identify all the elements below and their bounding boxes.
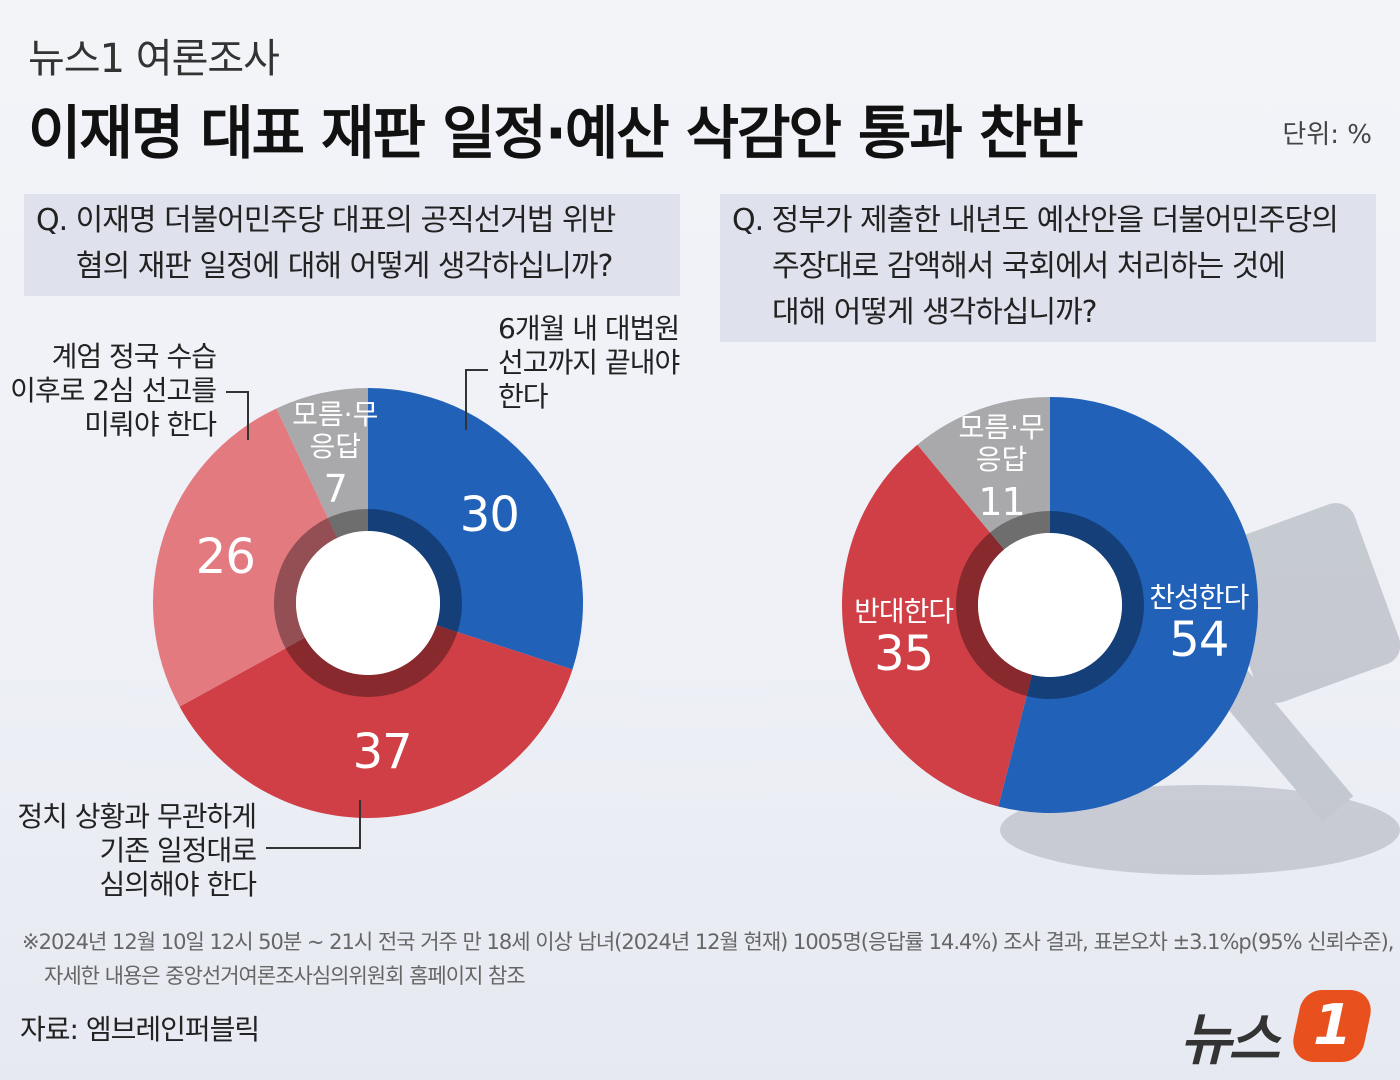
donut-inner-ring xyxy=(956,511,1144,699)
slice-category: 찬성한다 xyxy=(1149,580,1249,614)
question-1: Q. 이재명 더불어민주당 대표의 공직선거법 위반 혐의 재판 일정에 대해 … xyxy=(24,194,680,296)
gavel-illustration xyxy=(1000,503,1400,875)
logo-text: 뉴스 xyxy=(1180,1008,1280,1073)
donut-slice xyxy=(179,625,573,818)
question-2-line: 대해 어떻게 생각하십니까? xyxy=(772,295,1098,330)
donut-slice xyxy=(368,388,584,670)
slice-category: 모름·무응답 xyxy=(292,397,379,463)
label-line: 심의해야 한다 xyxy=(99,868,257,901)
label-line: 계엄 정국 수습 xyxy=(51,340,217,373)
question-2-line: Q. 정부가 제출한 내년도 예산안을 더불어민주당의 xyxy=(732,203,1339,238)
label-line: 이후로 2심 선고를 xyxy=(10,374,217,407)
footnote: 자세한 내용은 중앙선거여론조사심의위원회 홈페이지 참조 xyxy=(44,964,526,988)
label-line: 한다 xyxy=(498,380,549,413)
slice-value: 54 xyxy=(1169,611,1229,668)
slice-category: 모름·무응답 xyxy=(958,411,1045,477)
slice-label-37: 정치 상황과 무관하게 기존 일정대로 심의해야 한다 xyxy=(17,800,257,902)
slice-value: 37 xyxy=(352,724,413,781)
slice-value-label: 반대한다 35 xyxy=(854,594,954,682)
footnote: ※2024년 12월 10일 12시 50분 ~ 21시 전국 거주 만 18세… xyxy=(22,930,1394,954)
slice-value-label: 30 xyxy=(459,486,520,543)
question-2: Q. 정부가 제출한 내년도 예산안을 더불어민주당의 주장대로 감액해서 국회… xyxy=(720,194,1376,342)
donut-hole xyxy=(978,533,1122,677)
donut-inner-ring xyxy=(274,509,462,697)
source: 자료: 엠브레인퍼블릭 xyxy=(20,1013,260,1046)
label-line: 선고까지 끝내야 xyxy=(498,346,680,379)
slice-label-26: 계엄 정국 수습 이후로 2심 선고를 미뤄야 한다 xyxy=(10,340,217,442)
slice-value-label: 찬성한다 54 xyxy=(1149,580,1249,668)
slice-value: 7 xyxy=(323,466,348,511)
kicker: 뉴스1 여론조사 xyxy=(28,36,280,82)
leader-line-30 xyxy=(465,369,488,430)
question-1-line: 혐의 재판 일정에 대해 어떻게 생각하십니까? xyxy=(76,249,613,284)
question-1-line: Q. 이재명 더불어민주당 대표의 공직선거법 위반 xyxy=(36,203,616,238)
slice-value-label: 26 xyxy=(195,528,256,585)
slice-value-label: 37 xyxy=(352,724,413,781)
donut-slice xyxy=(152,408,338,707)
slice-label-30: 6개월 내 대법원 선고까지 끝내야 한다 xyxy=(498,312,680,414)
donut-slice xyxy=(842,444,1033,807)
label-line: 6개월 내 대법원 xyxy=(498,312,680,345)
donut-slice xyxy=(276,388,368,538)
slice-category: 반대한다 xyxy=(854,594,954,628)
label-line: 정치 상황과 무관하게 xyxy=(17,800,257,833)
slice-value: 26 xyxy=(195,528,256,585)
slice-value: 35 xyxy=(874,625,934,682)
donut-hole xyxy=(296,531,440,675)
slice-value-label: 모름·무응답 7 xyxy=(292,397,379,515)
donut-slice xyxy=(917,397,1050,550)
question-2-line: 주장대로 감액해서 국회에서 처리하는 것에 xyxy=(772,249,1286,284)
unit-label: 단위: % xyxy=(1282,120,1372,150)
label-line: 미뤄야 한다 xyxy=(84,408,217,441)
donut-slice xyxy=(998,397,1259,813)
slice-value: 30 xyxy=(459,486,520,543)
leader-line-26 xyxy=(226,391,249,440)
slice-value: 11 xyxy=(978,480,1025,525)
slice-value-label: 모름·무응답 11 xyxy=(958,412,1045,528)
page-title: 이재명 대표 재판 일정·예산 삭감안 통과 찬반 xyxy=(28,99,1084,167)
label-line: 기존 일정대로 xyxy=(99,834,257,867)
leader-line-37 xyxy=(266,800,361,849)
